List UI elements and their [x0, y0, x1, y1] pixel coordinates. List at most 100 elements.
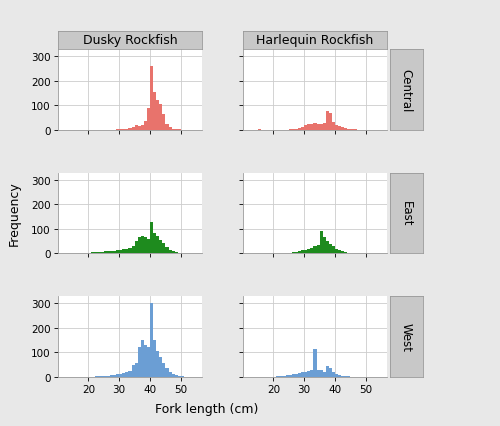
Bar	[138, 127, 141, 130]
Bar	[295, 374, 298, 377]
Bar	[153, 234, 156, 254]
Bar	[282, 376, 286, 377]
Bar	[107, 376, 110, 377]
Bar	[147, 239, 150, 254]
Bar	[326, 112, 329, 130]
Bar	[310, 370, 314, 377]
Bar	[314, 350, 316, 377]
Bar	[320, 124, 322, 130]
Bar	[160, 240, 162, 254]
Bar	[104, 376, 107, 377]
Bar	[94, 253, 98, 254]
Bar	[344, 376, 348, 377]
Bar	[304, 250, 308, 254]
Bar	[134, 242, 138, 254]
Bar	[301, 251, 304, 254]
Text: Fork length (cm): Fork length (cm)	[154, 403, 258, 415]
Bar	[316, 245, 320, 254]
Bar	[178, 376, 181, 377]
Bar	[289, 375, 292, 377]
Text: West: West	[400, 322, 413, 351]
Bar	[301, 127, 304, 130]
Bar	[113, 251, 116, 254]
Text: East: East	[400, 201, 413, 226]
Bar	[335, 374, 338, 377]
Bar	[128, 129, 132, 130]
Bar	[320, 370, 322, 377]
Bar	[181, 253, 184, 254]
Text: Frequency: Frequency	[8, 181, 20, 246]
Bar	[174, 376, 178, 377]
Bar	[122, 250, 126, 254]
Bar	[338, 251, 341, 254]
Bar	[332, 247, 335, 254]
Bar	[338, 375, 341, 377]
Bar	[153, 340, 156, 377]
Bar	[314, 124, 316, 130]
Bar	[295, 252, 298, 254]
Bar	[119, 374, 122, 377]
Bar	[348, 253, 350, 254]
Bar	[104, 252, 107, 254]
Bar	[166, 368, 168, 377]
Bar	[141, 126, 144, 130]
Bar	[298, 252, 301, 254]
Bar	[98, 252, 100, 254]
Text: Harlequin Rockfish: Harlequin Rockfish	[256, 35, 374, 47]
Bar	[166, 124, 168, 130]
Bar	[344, 129, 348, 130]
Bar	[132, 247, 134, 254]
Bar	[308, 249, 310, 254]
Bar	[326, 242, 329, 254]
Bar	[138, 348, 141, 377]
Bar	[138, 237, 141, 254]
Bar	[162, 363, 166, 377]
Bar	[134, 363, 138, 377]
Bar	[113, 375, 116, 377]
Bar	[156, 101, 160, 130]
Bar	[174, 253, 178, 254]
Bar	[144, 345, 147, 377]
Bar	[295, 129, 298, 130]
Bar	[100, 252, 104, 254]
Bar	[335, 126, 338, 130]
Bar	[116, 251, 119, 254]
Bar	[110, 376, 113, 377]
Bar	[292, 374, 295, 377]
Bar	[292, 253, 295, 254]
Bar	[320, 232, 322, 254]
Bar	[122, 373, 126, 377]
Bar	[322, 371, 326, 377]
Bar	[126, 249, 128, 254]
Bar	[132, 365, 134, 377]
Bar	[314, 247, 316, 254]
Bar	[322, 124, 326, 130]
Bar	[341, 127, 344, 130]
Text: Dusky Rockfish: Dusky Rockfish	[82, 35, 178, 47]
Bar	[141, 340, 144, 377]
Bar	[172, 129, 174, 130]
Bar	[156, 236, 160, 254]
Bar	[110, 251, 113, 254]
Bar	[86, 253, 88, 254]
Bar	[298, 129, 301, 130]
Bar	[144, 237, 147, 254]
Text: Central: Central	[400, 69, 413, 112]
Bar	[100, 376, 104, 377]
Bar	[348, 129, 350, 130]
Bar	[160, 105, 162, 130]
Bar	[308, 125, 310, 130]
Bar	[172, 252, 174, 254]
Bar	[92, 253, 94, 254]
Bar	[150, 222, 153, 254]
Bar	[119, 250, 122, 254]
Bar	[162, 115, 166, 130]
Bar	[134, 126, 138, 130]
Bar	[128, 371, 132, 377]
Bar	[144, 122, 147, 130]
Bar	[168, 250, 172, 254]
Bar	[150, 67, 153, 130]
Bar	[310, 248, 314, 254]
Bar	[147, 348, 150, 377]
Bar	[160, 357, 162, 377]
